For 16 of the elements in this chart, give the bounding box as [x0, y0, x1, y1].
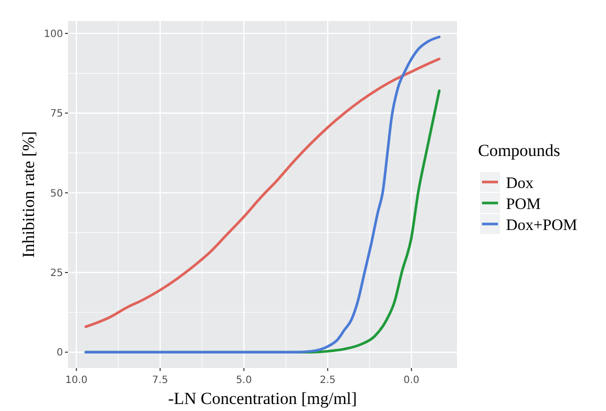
x-tick-label: 10.0	[65, 375, 88, 386]
y-tick-label: 100	[44, 28, 63, 40]
x-tick-label: 0.0	[403, 375, 420, 386]
x-tick-label: 5.0	[236, 375, 252, 386]
y-tick-label: 0	[56, 348, 63, 359]
y-tick-label: 25	[50, 268, 63, 280]
x-axis-title: -LN Concentration [mg/ml]	[168, 389, 357, 408]
legend-label: Dox	[506, 175, 534, 192]
y-tick-label: 50	[50, 188, 63, 200]
x-tick-label: 7.5	[152, 375, 168, 386]
y-tick-label: 75	[50, 108, 63, 120]
legend-label: POM	[506, 196, 541, 213]
y-axis-title: Inhibition rate [%]	[19, 131, 38, 258]
legend-label: Dox+POM	[506, 217, 578, 234]
x-tick-label: 2.5	[320, 375, 336, 386]
legend-title: Compounds	[478, 141, 560, 160]
